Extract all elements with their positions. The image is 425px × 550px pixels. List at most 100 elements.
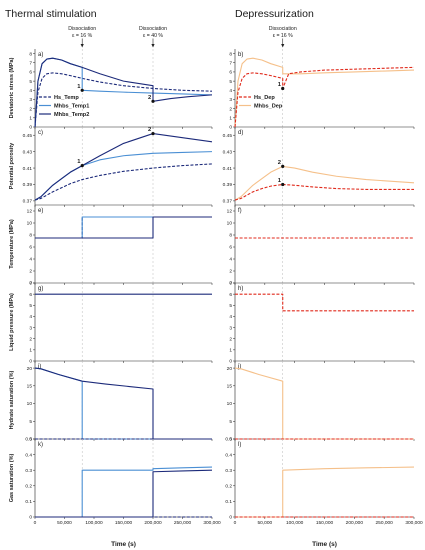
y-tick-label: 0.43	[23, 149, 33, 155]
x-tick-label: 300,000	[405, 520, 423, 526]
panel-letter: f)	[238, 208, 242, 214]
y-tick-label: 15	[27, 384, 33, 390]
panel-l: 00.10.20.30.40.50 50,000 100,000 150,000 200…	[225, 437, 423, 548]
x-tick-label: 250,000	[375, 520, 393, 526]
y-tick-label: 5	[229, 303, 232, 309]
series-line-hs-dep	[234, 183, 414, 201]
y-tick-label: 0.43	[223, 149, 233, 155]
point-marker	[281, 86, 285, 91]
y-tick-label: 6	[29, 245, 32, 251]
y-tick-label: 0.5	[25, 437, 32, 443]
y-tick-label: 3	[229, 97, 232, 103]
y-tick-label: 1	[229, 116, 232, 122]
y-tick-label: 6	[229, 292, 232, 298]
series-line-hs-dep	[235, 293, 414, 312]
y-tick-label: 2	[29, 106, 32, 112]
title-depressurization: Depressurization	[235, 8, 314, 20]
panel-letter: e)	[38, 208, 43, 214]
y-tick-label: 7	[29, 281, 32, 287]
y-tick-label: 0.39	[223, 182, 233, 188]
y-tick-label: 10	[227, 221, 233, 227]
point-label: 1	[77, 84, 81, 90]
y-tick-label: 4	[229, 257, 232, 263]
y-tick-label: 0	[229, 125, 232, 131]
series-line-hs-dep	[234, 66, 415, 128]
y-tick-label: 0	[229, 515, 232, 521]
point-label: 2	[148, 127, 151, 133]
y-tick-label: 0	[29, 281, 32, 287]
panel-letter: j)	[237, 364, 241, 370]
y-tick-label: 7	[29, 60, 32, 66]
y-tick-label: 4	[229, 88, 232, 94]
y-tick-label: 0.41	[23, 166, 33, 172]
series-line-mhbs-temp2	[34, 57, 213, 128]
y-tick-label: 15	[227, 384, 233, 390]
dissociation-label: Dissociation	[139, 26, 167, 32]
series-line-hs-temp	[35, 216, 212, 239]
y-axis-label: Deviatoric stress (MPa)	[9, 57, 15, 118]
x-tick-label: 200,000	[144, 520, 162, 526]
point-label: 1	[278, 178, 282, 184]
y-tick-label: 0.3	[25, 468, 32, 474]
y-tick-label: 6	[29, 292, 32, 298]
y-tick-label: 0.4	[225, 452, 232, 458]
y-tick-label: 5	[229, 79, 232, 85]
y-tick-label: 6	[229, 245, 232, 251]
panel-c: 0.37 0.39 0.41 0.43 0.45 Potential porosity c)…	[9, 127, 213, 207]
strain-label: ε = 16 %	[273, 33, 293, 39]
y-tick-label: 12	[27, 209, 33, 215]
panel-i: 0 5 10 15 20 Hydrate saturation (%) i)	[9, 361, 213, 443]
y-tick-label: 2	[29, 269, 32, 275]
y-tick-label: 0.45	[23, 133, 33, 139]
y-tick-label: 0.41	[223, 166, 233, 172]
y-tick-label: 5	[29, 303, 32, 309]
panel-k: 00.10.20.30.40.50 50,000 100,000 150,000 200…	[9, 437, 221, 548]
series-line-mhbs-temp2	[34, 133, 213, 201]
point-label: 1	[77, 159, 81, 165]
y-axis-label: Temperature (MPa)	[9, 219, 15, 269]
point-marker	[151, 131, 155, 136]
panel-letter: c)	[38, 130, 43, 136]
x-axis-label: Time (s)	[312, 541, 337, 548]
y-tick-label: 0.5	[225, 437, 232, 443]
point-label: 1	[278, 82, 282, 88]
y-tick-label: 6	[29, 70, 32, 76]
y-tick-label: 0	[29, 515, 32, 521]
y-tick-label: 0	[29, 437, 32, 443]
y-tick-label: 0.2	[25, 484, 32, 490]
y-tick-label: 0	[229, 437, 232, 443]
panel-letter: d)	[238, 130, 243, 136]
x-tick-label: 150,000	[316, 520, 334, 526]
series-line-mhbs-temp2	[35, 216, 212, 239]
y-tick-label: 5	[29, 79, 32, 85]
y-tick-label: 7	[229, 281, 232, 287]
point-marker	[80, 88, 84, 92]
panel-letter: l)	[238, 442, 241, 448]
y-tick-label: 8	[229, 51, 232, 57]
point-marker	[281, 182, 285, 187]
x-tick-label: 250,000	[174, 520, 192, 526]
panel-e: 0 2 4 6 8 10 12 Temperature (MPa) e)	[9, 205, 213, 287]
y-tick-label: 2	[29, 336, 32, 342]
y-tick-label: 20	[227, 366, 233, 372]
y-tick-label: 1	[29, 348, 32, 354]
y-tick-label: 0.4	[25, 452, 32, 458]
x-tick-label: 0	[34, 520, 37, 526]
dissociation-label: Dissociation	[269, 26, 297, 32]
y-axis-label: Gas saturation (%)	[9, 454, 15, 503]
panel-letter: i)	[38, 364, 41, 370]
series-line-mhbs-dep	[234, 165, 415, 201]
legend-label: Mhbs_Dep	[254, 104, 283, 110]
y-tick-label: 3	[29, 97, 32, 103]
legend-label: Hs_Temp	[54, 95, 79, 101]
point-marker	[151, 99, 155, 103]
point-label: 2	[278, 160, 281, 166]
panel-letter: b)	[238, 52, 243, 58]
y-tick-label: 20	[27, 366, 33, 372]
y-tick-label: 10	[27, 401, 33, 407]
series-line-mhbs-temp1	[34, 367, 212, 440]
y-tick-label: 2	[229, 336, 232, 342]
annotation-arrow-head	[151, 44, 155, 48]
strain-label: ε = 40 %	[143, 33, 163, 39]
